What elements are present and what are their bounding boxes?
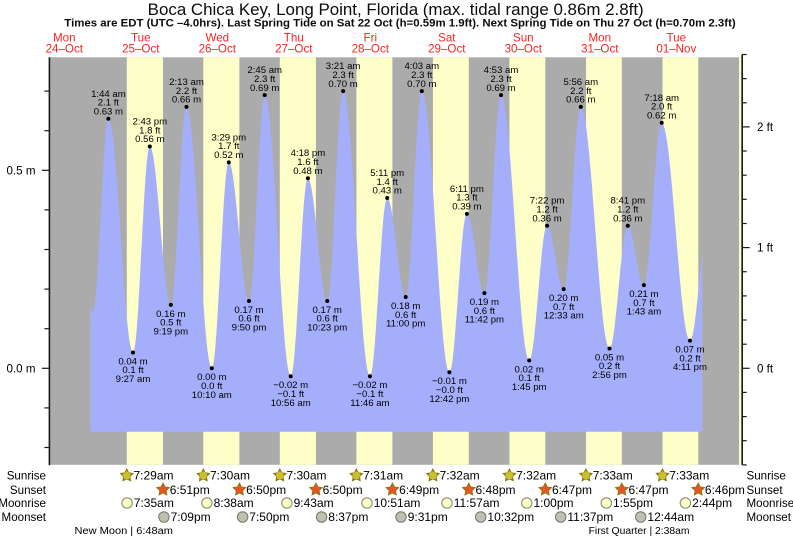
svg-text:First Quarter | 2:38am: First Quarter | 2:38am: [589, 526, 690, 537]
svg-text:New Moon | 6:48am: New Moon | 6:48am: [75, 526, 174, 537]
svg-text:30–Oct: 30–Oct: [505, 43, 543, 56]
svg-text:2:44pm: 2:44pm: [692, 496, 732, 510]
svg-text:0 ft: 0 ft: [757, 362, 774, 375]
svg-text:6:50pm: 6:50pm: [323, 483, 363, 497]
svg-text:29–Oct: 29–Oct: [428, 43, 466, 56]
svg-text:8:38am: 8:38am: [214, 496, 254, 510]
svg-text:11:57am: 11:57am: [454, 496, 500, 510]
svg-text:6:47pm: 6:47pm: [552, 483, 592, 497]
svg-text:2:56 pm: 2:56 pm: [592, 370, 627, 381]
svg-text:12:42 pm: 12:42 pm: [429, 394, 469, 405]
svg-text:Sunset: Sunset: [747, 484, 784, 497]
svg-text:0.69 m: 0.69 m: [486, 83, 515, 94]
svg-text:9:27 am: 9:27 am: [116, 374, 151, 385]
svg-text:7:32am: 7:32am: [440, 469, 480, 483]
svg-text:8:37pm: 8:37pm: [328, 510, 368, 524]
svg-text:01–Nov: 01–Nov: [656, 43, 696, 56]
svg-text:9:31pm: 9:31pm: [408, 510, 448, 524]
svg-text:11:00 pm: 11:00 pm: [386, 319, 425, 330]
svg-text:7:29am: 7:29am: [134, 469, 174, 483]
svg-text:28–Oct: 28–Oct: [352, 43, 390, 56]
svg-text:0.69 m: 0.69 m: [250, 83, 279, 94]
svg-text:0.0 m: 0.0 m: [7, 362, 36, 375]
svg-text:27–Oct: 27–Oct: [275, 43, 313, 56]
svg-text:1:43 am: 1:43 am: [627, 307, 662, 318]
svg-text:11:42 pm: 11:42 pm: [465, 315, 504, 326]
svg-text:0.36 m: 0.36 m: [613, 213, 642, 224]
svg-text:10:32pm: 10:32pm: [487, 510, 534, 524]
svg-text:0.43 m: 0.43 m: [373, 186, 402, 197]
svg-text:0.36 m: 0.36 m: [532, 213, 561, 224]
svg-text:2 ft: 2 ft: [757, 121, 774, 134]
svg-text:1:55pm: 1:55pm: [613, 496, 653, 510]
svg-text:26–Oct: 26–Oct: [199, 43, 237, 56]
svg-text:Moonset: Moonset: [747, 511, 792, 524]
svg-text:6:51pm: 6:51pm: [170, 483, 210, 497]
svg-text:12:44am: 12:44am: [647, 510, 694, 524]
svg-text:0.56 m: 0.56 m: [135, 134, 164, 145]
svg-text:11:46 am: 11:46 am: [350, 398, 389, 409]
svg-text:0.70 m: 0.70 m: [407, 79, 436, 90]
svg-text:25–Oct: 25–Oct: [122, 43, 160, 56]
svg-text:Sunrise: Sunrise: [747, 470, 786, 483]
svg-text:0.70 m: 0.70 m: [328, 79, 357, 90]
svg-text:0.66 m: 0.66 m: [172, 95, 201, 106]
svg-text:Sunrise: Sunrise: [7, 470, 46, 483]
svg-text:7:35am: 7:35am: [134, 496, 174, 510]
svg-text:9:19 pm: 9:19 pm: [153, 327, 188, 338]
svg-text:10:10 am: 10:10 am: [192, 390, 232, 401]
svg-text:10:56 am: 10:56 am: [271, 398, 311, 409]
svg-text:0.52 m: 0.52 m: [214, 150, 243, 161]
svg-text:6:49pm: 6:49pm: [399, 483, 439, 497]
svg-text:1:45 pm: 1:45 pm: [512, 382, 547, 393]
svg-text:7:30am: 7:30am: [287, 469, 327, 483]
svg-text:10:51am: 10:51am: [374, 496, 421, 510]
svg-text:9:43am: 9:43am: [294, 496, 334, 510]
svg-text:7:33am: 7:33am: [669, 469, 709, 483]
svg-text:10:23 pm: 10:23 pm: [307, 323, 347, 334]
svg-text:24–Oct: 24–Oct: [46, 43, 84, 56]
svg-text:7:33am: 7:33am: [593, 469, 633, 483]
svg-text:0.62 m: 0.62 m: [647, 111, 676, 122]
svg-text:Moonset: Moonset: [2, 511, 47, 524]
svg-text:Moonrise: Moonrise: [747, 497, 793, 510]
svg-text:Moonrise: Moonrise: [0, 497, 46, 510]
svg-text:7:09pm: 7:09pm: [171, 510, 211, 524]
svg-text:0.48 m: 0.48 m: [293, 166, 322, 177]
svg-text:7:31am: 7:31am: [363, 469, 403, 483]
svg-text:Sunset: Sunset: [10, 484, 47, 497]
svg-text:6:46pm: 6:46pm: [705, 483, 745, 497]
svg-text:6:47pm: 6:47pm: [629, 483, 669, 497]
svg-text:0.66 m: 0.66 m: [566, 95, 595, 106]
svg-text:0.39 m: 0.39 m: [452, 202, 481, 213]
svg-text:11:37pm: 11:37pm: [567, 510, 613, 524]
svg-text:7:50pm: 7:50pm: [249, 510, 289, 524]
svg-text:6:48pm: 6:48pm: [476, 483, 516, 497]
svg-text:12:33 am: 12:33 am: [544, 311, 584, 322]
svg-text:0.63 m: 0.63 m: [94, 107, 123, 118]
svg-text:1 ft: 1 ft: [757, 242, 774, 255]
svg-text:Times are EDT (UTC –4.0hrs). L: Times are EDT (UTC –4.0hrs). Last Spring…: [64, 17, 736, 29]
svg-text:7:30am: 7:30am: [210, 469, 250, 483]
svg-text:1:00pm: 1:00pm: [534, 496, 574, 510]
svg-text:31–Oct: 31–Oct: [581, 43, 619, 56]
svg-text:9:50 pm: 9:50 pm: [232, 323, 267, 334]
svg-text:6:50pm: 6:50pm: [246, 483, 286, 497]
svg-text:0.5 m: 0.5 m: [7, 164, 36, 177]
svg-text:7:32am: 7:32am: [516, 469, 556, 483]
svg-text:4:11 pm: 4:11 pm: [673, 362, 707, 373]
